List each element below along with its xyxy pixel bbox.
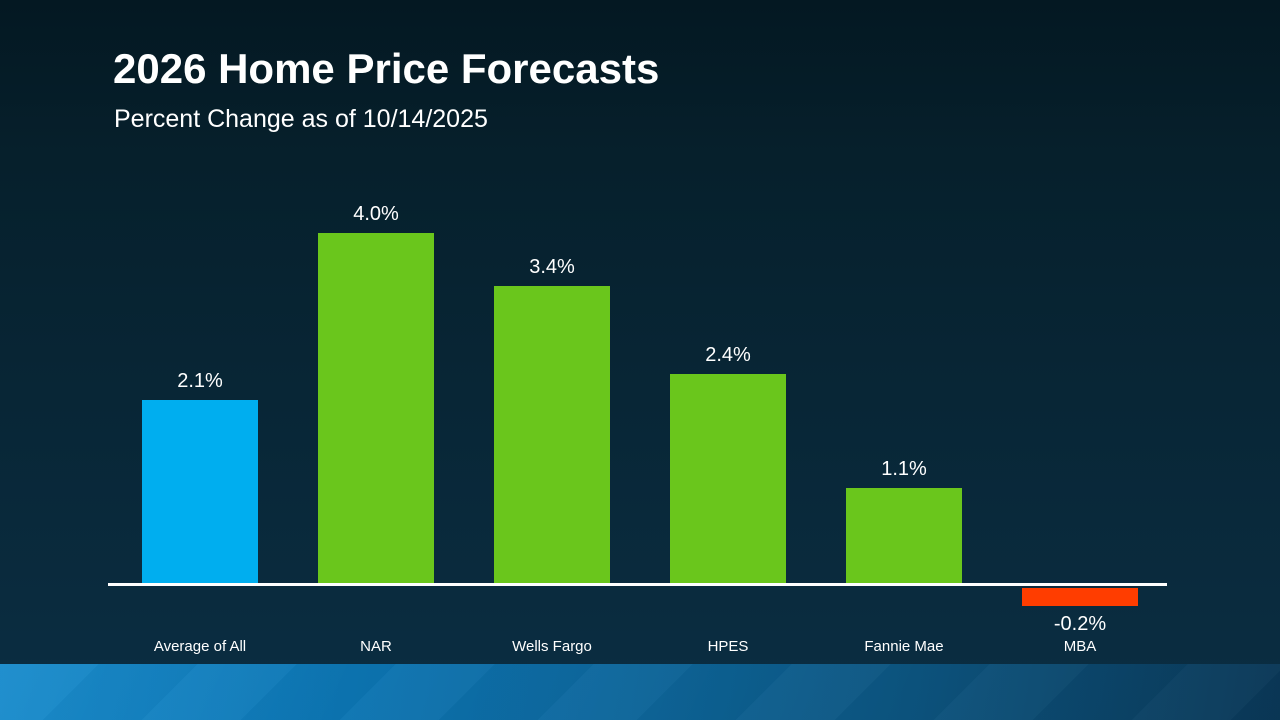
category-label-nar: NAR [360,638,392,655]
value-label-mba: -0.2% [1053,612,1107,635]
bar-nar [318,233,434,585]
x-axis-line [108,583,1167,586]
bar-average-of-all [142,400,258,585]
category-label-fannie-mae: Fannie Mae [864,638,944,655]
value-label-hpes: 2.4% [705,343,751,366]
bar-mba [1022,588,1138,606]
category-label-hpes: HPES [707,638,749,655]
bar-wells-fargo [494,285,610,585]
category-label-wells-fargo: Wells Fargo [512,638,592,655]
value-label-fannie-mae: 1.1% [881,458,927,481]
category-label-average-of-all: Average of All [153,638,247,655]
slide-title: 2026 Home Price Forecasts [113,45,660,92]
category-label-mba: MBA [1063,638,1097,655]
value-label-average-of-all: 2.1% [177,370,223,393]
value-label-wells-fargo: 3.4% [529,255,575,278]
footer-band [0,664,1280,720]
value-label-nar: 4.0% [353,203,399,225]
slide-subtitle: Percent Change as of 10/14/2025 [114,105,488,133]
bar-fannie-mae [846,488,962,585]
bar-hpes [670,373,786,585]
